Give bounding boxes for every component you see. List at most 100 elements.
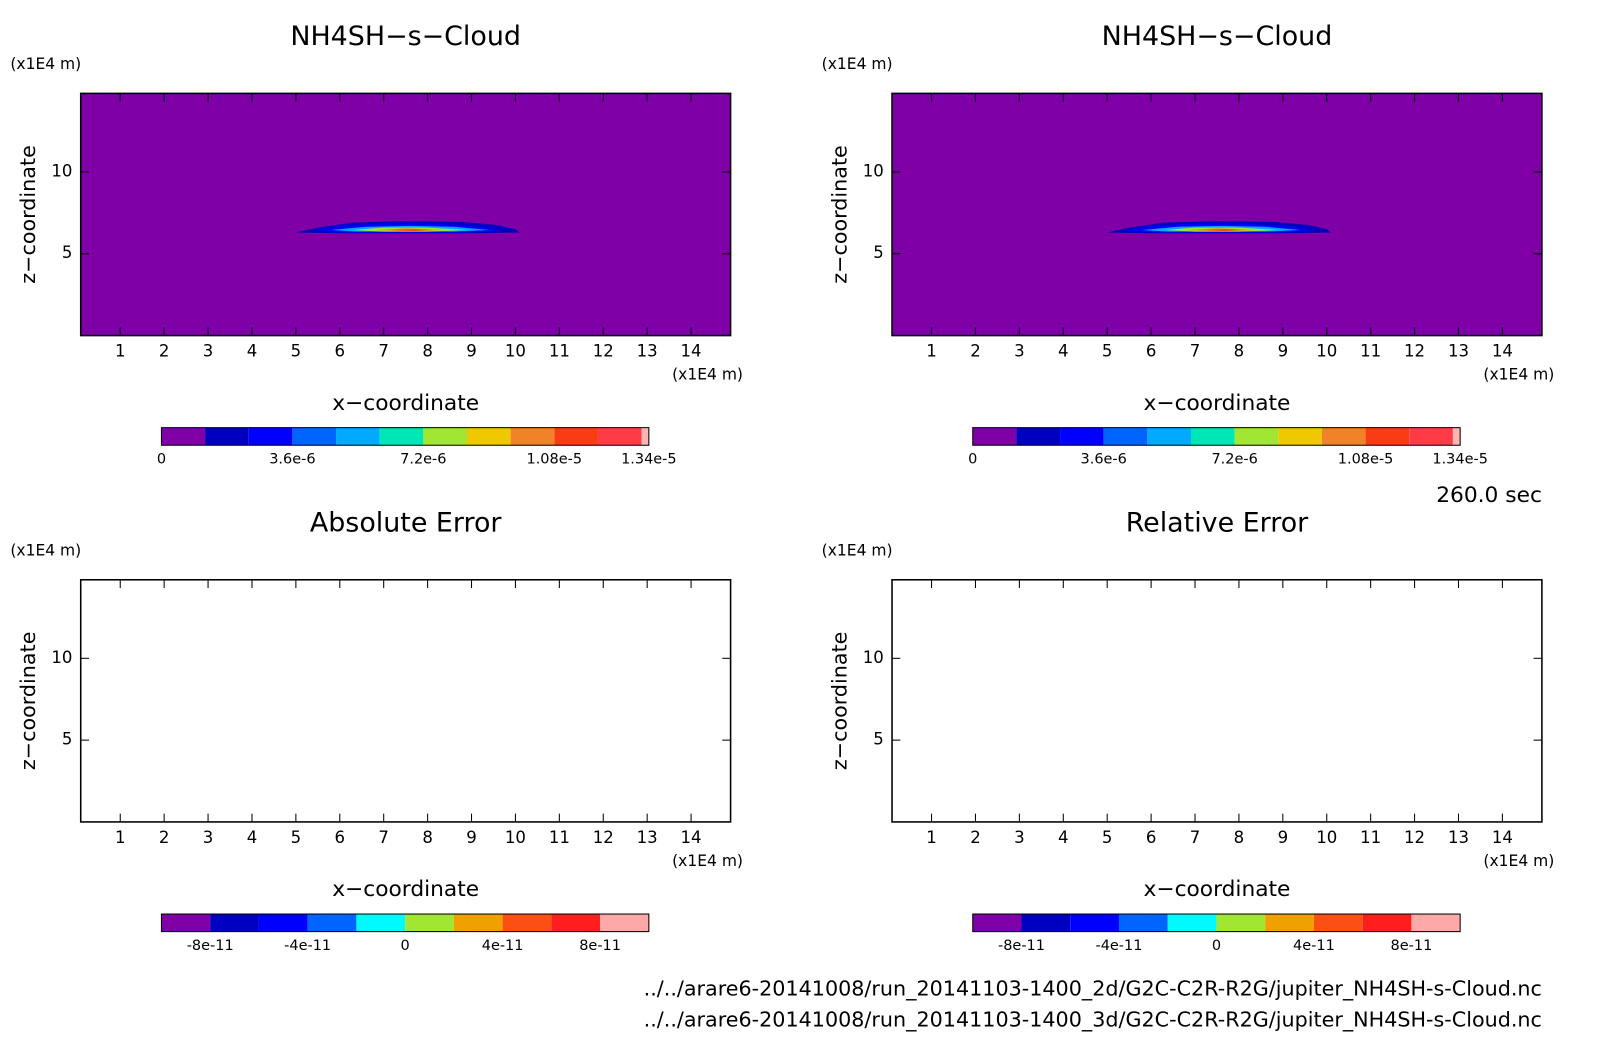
colorbar-tick-label: -8e-11 <box>998 938 1045 954</box>
colorbar-swatch <box>1278 427 1322 446</box>
x-tick-label: 10 <box>1316 828 1337 847</box>
colorbar-swatch <box>1118 914 1168 932</box>
colorbar-tick-label: 3.6e-6 <box>1081 452 1127 468</box>
contour-region <box>1203 229 1244 231</box>
colorbar-swatch <box>510 427 555 446</box>
chart-title: Relative Error <box>1126 507 1309 538</box>
x-unit: (x1E4 m) <box>672 852 743 870</box>
x-tick-label: 6 <box>1146 828 1157 847</box>
y-tick-label: 10 <box>863 161 884 180</box>
colorbar-tick-label: 0 <box>401 938 410 954</box>
y-unit: (x1E4 m) <box>822 55 893 73</box>
x-tick-label: 3 <box>203 828 214 847</box>
colorbar-swatch <box>1190 427 1235 446</box>
colorbar-tick-label: 7.2e-6 <box>1211 452 1257 468</box>
plot-frame <box>891 92 1543 337</box>
colorbar-swatch <box>600 914 649 932</box>
plot-frame <box>79 92 732 337</box>
colorbar-swatch <box>1313 914 1363 932</box>
plot-frame <box>79 579 732 823</box>
x-axis-label: x−coordinate <box>332 391 479 416</box>
contour-region <box>80 93 731 336</box>
colorbar-swatch <box>423 427 467 446</box>
colorbar-swatch <box>1362 914 1412 932</box>
x-tick-label: 8 <box>422 828 433 847</box>
x-tick-label: 7 <box>378 828 389 847</box>
x-tick-label: 6 <box>1146 342 1157 361</box>
chart-title: NH4SH−s−Cloud <box>1102 21 1333 52</box>
x-tick-label: 10 <box>1316 342 1337 361</box>
colorbar-tick-label: 3.6e-6 <box>269 452 315 468</box>
colorbar-tick-label: 1.34e-5 <box>1432 452 1488 468</box>
colorbar-swatch <box>1321 427 1366 446</box>
x-tick-label: 1 <box>926 828 937 847</box>
time-label: 260.0 sec <box>1436 483 1542 508</box>
x-tick-label: 12 <box>1404 342 1425 361</box>
colorbar-swatch <box>161 914 211 932</box>
colorbar-swatch <box>1021 914 1071 932</box>
x-tick-label: 11 <box>549 828 570 847</box>
x-tick-label: 7 <box>378 342 389 361</box>
colorbar-swatch <box>1409 427 1453 446</box>
x-tick-label: 2 <box>159 342 170 361</box>
colorbar-tick-label: 7.2e-6 <box>400 452 446 468</box>
x-tick-label: 13 <box>1448 828 1469 847</box>
plot-area <box>892 579 1542 822</box>
x-tick-label: 11 <box>1360 828 1381 847</box>
x-unit: (x1E4 m) <box>1483 852 1554 870</box>
colorbar-tick-label: 8e-11 <box>1391 938 1433 954</box>
x-unit: (x1E4 m) <box>672 365 743 383</box>
colorbar-tick-label: 8e-11 <box>579 938 621 954</box>
x-tick-label: 1 <box>115 828 126 847</box>
colorbar-swatch <box>356 914 406 932</box>
x-tick-label: 13 <box>637 342 658 361</box>
y-tick-label: 10 <box>51 648 72 667</box>
x-tick-label: 2 <box>970 342 981 361</box>
x-tick-label: 12 <box>1404 828 1425 847</box>
x-tick-label: 2 <box>159 828 170 847</box>
colorbar-tick-label: 0 <box>157 452 166 468</box>
colorbar-swatch <box>405 914 454 932</box>
colorbar-swatch <box>1147 427 1191 446</box>
x-tick-label: 12 <box>593 828 614 847</box>
y-tick-label: 10 <box>51 161 72 180</box>
colorbar-swatch <box>1216 914 1266 932</box>
x-unit: (x1E4 m) <box>1483 365 1554 383</box>
colorbar-frame <box>160 913 650 933</box>
y-unit: (x1E4 m) <box>10 55 81 73</box>
x-tick-label: 10 <box>505 828 526 847</box>
y-axis-label: z−coordinate <box>16 145 40 284</box>
x-tick-label: 4 <box>247 342 258 361</box>
colorbar-swatch <box>1016 427 1061 446</box>
colorbar-swatch <box>551 914 601 932</box>
colorbar-swatch <box>1411 914 1461 932</box>
colorbar-swatch <box>210 914 259 932</box>
contour-region <box>392 229 433 231</box>
colorbar-frame <box>972 913 1461 933</box>
y-axis-label: z−coordinate <box>16 632 40 771</box>
x-tick-label: 3 <box>1014 342 1025 361</box>
x-tick-label: 8 <box>422 342 433 361</box>
x-tick-label: 7 <box>1190 342 1201 361</box>
colorbar-swatch <box>292 427 337 446</box>
y-tick-label: 5 <box>873 243 884 262</box>
x-tick-label: 4 <box>1058 828 1069 847</box>
x-tick-label: 10 <box>505 342 526 361</box>
y-tick-label: 5 <box>873 730 884 749</box>
y-tick-label: 5 <box>62 730 73 749</box>
x-tick-label: 12 <box>593 342 614 361</box>
y-axis-label: z−coordinate <box>827 145 851 284</box>
x-tick-label: 1 <box>926 342 937 361</box>
x-tick-label: 8 <box>1234 828 1245 847</box>
y-tick-label: 10 <box>863 648 884 667</box>
colorbar-swatch <box>1365 427 1410 446</box>
colorbar-swatch <box>554 427 598 446</box>
x-tick-label: 9 <box>1278 828 1289 847</box>
colorbar-tick-label: 4e-11 <box>1293 938 1335 954</box>
colorbar-tick-label: 0 <box>968 452 977 468</box>
plot-area <box>80 579 731 822</box>
chart-title: Absolute Error <box>310 507 503 538</box>
colorbar-swatch <box>597 427 642 446</box>
